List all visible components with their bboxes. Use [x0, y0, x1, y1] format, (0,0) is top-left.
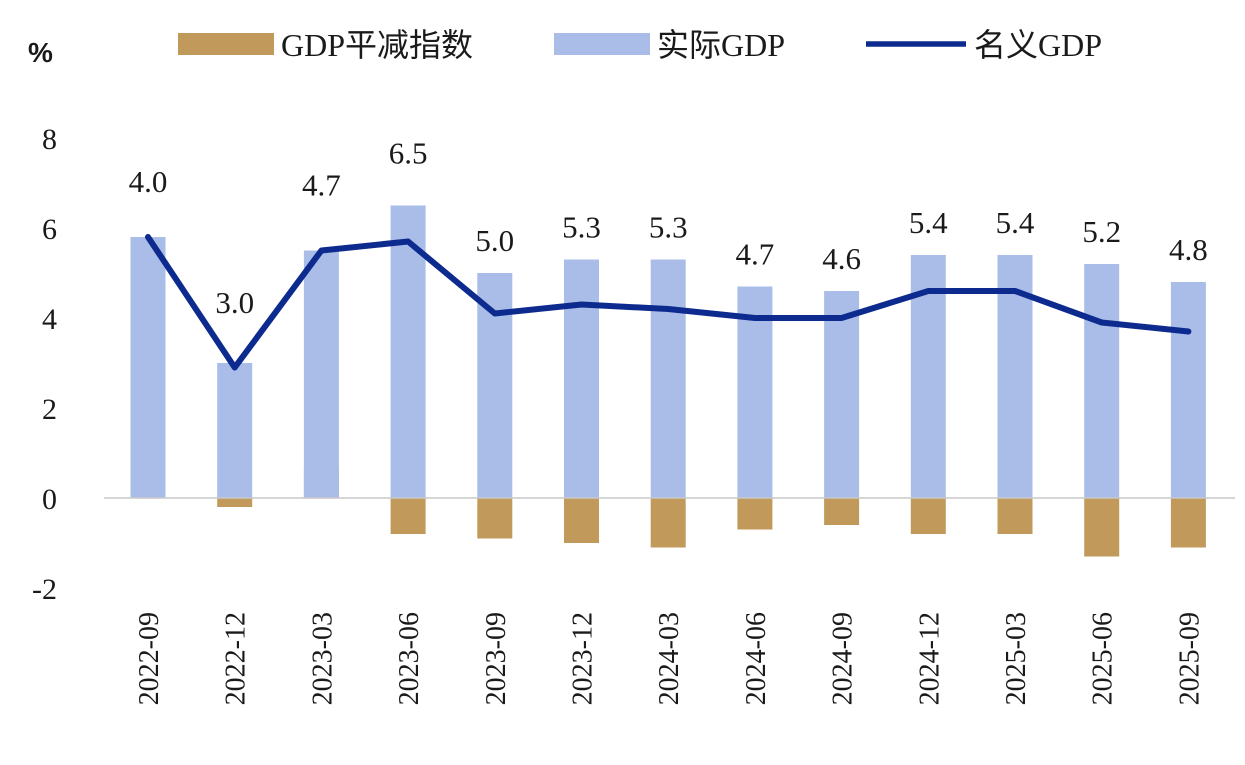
y-axis: 8 6 4 2 0 -2 [32, 123, 57, 606]
deflator-bar [564, 498, 599, 543]
data-label: 4.7 [302, 168, 341, 203]
y-tick-label: 8 [42, 123, 57, 156]
real-gdp-bar [217, 363, 253, 498]
real-gdp-bar [824, 291, 860, 498]
data-label: 5.4 [996, 205, 1035, 240]
real-gdp-bar [303, 250, 339, 498]
x-tick-label: 2025-06 [1088, 612, 1119, 705]
x-tick-label: 2024-09 [828, 612, 859, 705]
x-tick-label: 2024-12 [914, 612, 945, 705]
data-label: 3.0 [215, 285, 254, 320]
real-gdp-bar [650, 259, 686, 498]
real-gdp-bars [130, 205, 1206, 498]
data-label: 4.0 [129, 164, 168, 199]
nominal-gdp-point [1099, 320, 1104, 325]
data-label: 5.0 [475, 223, 514, 258]
nominal-gdp-point [1013, 289, 1017, 293]
y-tick-label: -2 [32, 573, 57, 606]
data-label: 4.7 [736, 237, 775, 272]
legend-label-nominal-gdp: 名义GDP [974, 27, 1102, 63]
data-label: 5.3 [649, 210, 688, 245]
legend-swatch-real-gdp [554, 33, 650, 55]
y-tick-label: 4 [42, 303, 57, 336]
data-label: 4.8 [1169, 232, 1208, 267]
x-tick-label: 2023-03 [307, 612, 338, 705]
nominal-gdp-point [666, 307, 671, 311]
x-tick-label: 2024-06 [741, 612, 772, 705]
x-tick-label: 2023-09 [481, 612, 512, 705]
y-tick-label: 2 [42, 393, 57, 426]
nominal-gdp-point [1186, 329, 1191, 334]
nominal-gdp-point [839, 316, 844, 320]
deflator-bar [477, 498, 513, 539]
real-gdp-bar [1084, 264, 1120, 498]
deflator-bar [1170, 498, 1206, 548]
data-labels: 4.0 3.0 4.7 6.5 5.0 5.3 5.3 4.7 4.6 5.4 5.4 5.2 4.8 [129, 136, 1208, 321]
legend-label-real-gdp: 实际GDP [657, 27, 785, 63]
nominal-gdp-point [752, 316, 757, 320]
x-tick-label: 2023-12 [568, 612, 599, 705]
data-label: 6.5 [389, 136, 428, 171]
nominal-gdp-point [146, 235, 150, 239]
deflator-bar [390, 498, 426, 534]
y-tick-label: 0 [42, 483, 57, 516]
data-label: 5.2 [1082, 214, 1121, 249]
x-tick-label: 2025-03 [1001, 612, 1032, 705]
nominal-gdp-point [926, 289, 931, 293]
deflator-bar [910, 498, 946, 534]
real-gdp-bar [564, 259, 599, 498]
data-label: 4.6 [822, 241, 861, 276]
x-axis: 2022-09 2022-12 2023-03 2023-06 2023-09 2023-… [134, 612, 1205, 705]
legend: GDP平减指数 实际GDP 名义GDP [178, 27, 1102, 63]
legend-swatch-deflator [178, 33, 274, 55]
data-label: 5.4 [909, 205, 948, 240]
real-gdp-bar [737, 286, 773, 498]
x-tick-label: 2022-12 [221, 612, 252, 705]
x-tick-label: 2022-09 [134, 612, 165, 705]
nominal-gdp-point [406, 239, 411, 244]
nominal-gdp-point [492, 311, 497, 316]
nominal-gdp-line [145, 234, 1192, 371]
deflator-bar [217, 498, 253, 507]
real-gdp-bar [130, 237, 166, 498]
x-tick-label: 2025-09 [1174, 612, 1205, 705]
x-tick-label: 2023-06 [394, 612, 425, 705]
deflator-bar [824, 498, 860, 525]
nominal-gdp-point [232, 365, 237, 370]
deflator-bar [737, 498, 773, 530]
nominal-gdp-point [319, 248, 324, 253]
real-gdp-bar [1170, 282, 1206, 498]
deflator-bar [650, 498, 686, 548]
legend-label-deflator: GDP平减指数 [281, 27, 473, 63]
x-tick-label: 2024-03 [654, 612, 685, 705]
deflator-bar [1084, 498, 1120, 557]
nominal-gdp-point [579, 302, 584, 307]
y-tick-label: 6 [42, 213, 57, 246]
y-unit-label: % [28, 37, 53, 68]
deflator-bar [997, 498, 1033, 534]
data-label: 5.3 [562, 210, 601, 245]
